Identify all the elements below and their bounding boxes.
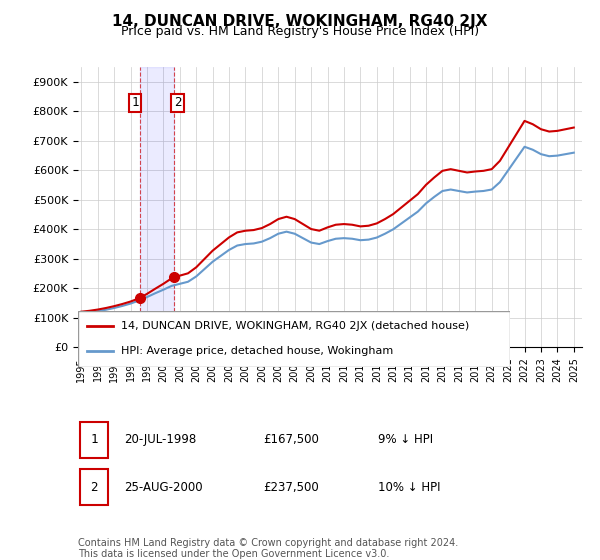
Text: 1: 1: [91, 433, 98, 446]
Text: 14, DUNCAN DRIVE, WOKINGHAM, RG40 2JX (detached house): 14, DUNCAN DRIVE, WOKINGHAM, RG40 2JX (d…: [121, 321, 469, 332]
Text: 10% ↓ HPI: 10% ↓ HPI: [379, 480, 441, 494]
FancyBboxPatch shape: [78, 311, 510, 367]
FancyBboxPatch shape: [80, 422, 108, 458]
Text: Contains HM Land Registry data © Crown copyright and database right 2024.
This d: Contains HM Land Registry data © Crown c…: [78, 538, 458, 559]
Text: 2: 2: [174, 96, 181, 109]
Text: HPI: Average price, detached house, Wokingham: HPI: Average price, detached house, Woki…: [121, 346, 394, 356]
FancyBboxPatch shape: [80, 469, 108, 505]
Text: Price paid vs. HM Land Registry's House Price Index (HPI): Price paid vs. HM Land Registry's House …: [121, 25, 479, 38]
Text: 1: 1: [131, 96, 139, 109]
Text: 25-AUG-2000: 25-AUG-2000: [124, 480, 203, 494]
Text: 2: 2: [91, 480, 98, 494]
Text: £167,500: £167,500: [263, 433, 319, 446]
Text: £237,500: £237,500: [263, 480, 319, 494]
Text: 14, DUNCAN DRIVE, WOKINGHAM, RG40 2JX: 14, DUNCAN DRIVE, WOKINGHAM, RG40 2JX: [112, 14, 488, 29]
Text: 20-JUL-1998: 20-JUL-1998: [124, 433, 196, 446]
Bar: [140, 67, 175, 347]
Text: 9% ↓ HPI: 9% ↓ HPI: [379, 433, 433, 446]
